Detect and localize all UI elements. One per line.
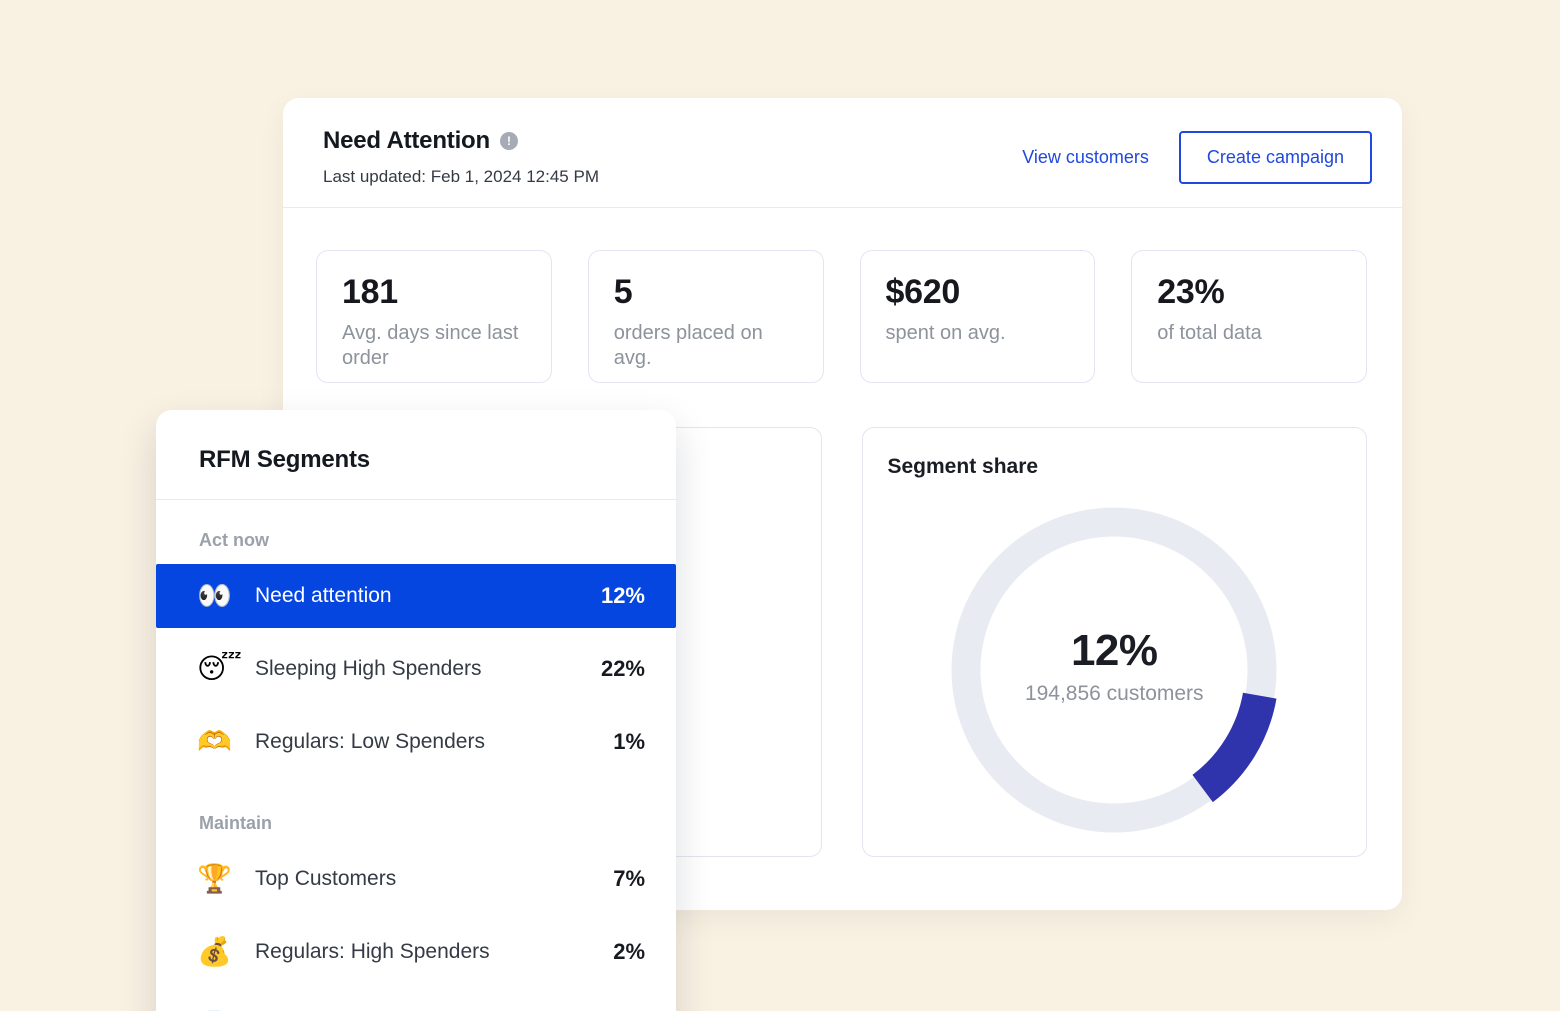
header-actions: View customers Create campaign [1022,131,1372,184]
segment-row[interactable]: 😴 Sleeping High Spenders 22% [156,637,676,701]
info-icon[interactable]: ! [500,132,518,150]
section-label: Act now [156,500,676,564]
segment-row[interactable]: 💰 Regulars: High Spenders 2% [156,920,676,984]
page-title: Need Attention [323,127,490,155]
stat-label: Avg. days since last order [342,321,526,371]
segment-share-title: Segment share [863,428,1367,479]
donut-customers-count: 194,856 customers [1025,682,1204,706]
segment-percent: 7% [613,866,645,892]
segment-name: Top Customers [255,867,613,891]
view-customers-link[interactable]: View customers [1022,147,1149,168]
segment-percent: 22% [601,656,645,682]
segment-row[interactable]: 💎 New High Spenders 6% [156,993,676,1011]
segment-percent: 2% [613,939,645,965]
rfm-segment-list: Act now 👀 Need attention 12% 😴 Sleeping … [156,500,676,1011]
segment-row[interactable]: 🫶 Regulars: Low Spenders 1% [156,710,676,774]
segment-percent: 12% [601,583,645,609]
rfm-panel-header: RFM Segments [156,410,676,500]
donut-percent-value: 12% [1071,626,1158,676]
segment-name: Need attention [255,584,601,608]
dashboard-stage: Need Attention ! Last updated: Feb 1, 20… [0,0,1560,1011]
stat-label: spent on avg. [886,321,1070,346]
stats-grid: 181 Avg. days since last order 5 orders … [316,250,1367,383]
stat-value: 5 [614,273,798,312]
donut-center-label: 12% 194,856 customers [949,505,1279,835]
money-bag-emoji-icon: 💰 [197,938,237,966]
stat-card-spent: $620 spent on avg. [860,250,1096,383]
rfm-segments-panel: RFM Segments Act now 👀 Need attention 12… [156,410,676,1011]
section-label: Maintain [156,783,676,847]
rfm-panel-title: RFM Segments [199,446,633,474]
segment-row[interactable]: 🏆 Top Customers 7% [156,847,676,911]
sleeping-face-emoji-icon: 😴 [197,655,237,683]
stat-card-avg-days: 181 Avg. days since last order [316,250,552,383]
stat-value: 181 [342,273,526,312]
segment-share-card: Segment share 12% 194,856 customers [862,427,1368,857]
stat-card-total-share: 23% of total data [1131,250,1367,383]
heart-hands-emoji-icon: 🫶 [197,728,237,756]
segment-share-donut: 12% 194,856 customers [949,505,1279,835]
card-header-text: Need Attention ! Last updated: Feb 1, 20… [323,127,599,187]
segment-name: Regulars: Low Spenders [255,730,613,754]
trophy-emoji-icon: 🏆 [197,865,237,893]
stat-label: orders placed on avg. [614,321,798,371]
eyes-emoji-icon: 👀 [197,582,237,610]
stat-card-orders: 5 orders placed on avg. [588,250,824,383]
last-updated-text: Last updated: Feb 1, 2024 12:45 PM [323,167,599,187]
segment-name: Sleeping High Spenders [255,657,601,681]
stat-value: $620 [886,273,1070,312]
segment-row[interactable]: 👀 Need attention 12% [156,564,676,628]
create-campaign-button[interactable]: Create campaign [1179,131,1372,184]
card-header: Need Attention ! Last updated: Feb 1, 20… [283,98,1402,208]
segment-percent: 1% [613,729,645,755]
stat-value: 23% [1157,273,1341,312]
segment-name: Regulars: High Spenders [255,940,613,964]
stat-label: of total data [1157,321,1341,346]
